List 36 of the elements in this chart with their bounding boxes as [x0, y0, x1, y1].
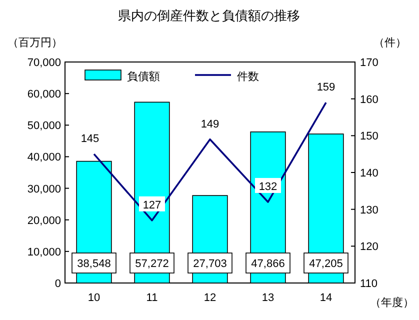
y-tick-label: 30,000	[27, 183, 61, 196]
y2-axis-title: （件）	[374, 37, 406, 49]
y-tick-label: 0	[54, 278, 61, 290]
y2-tick-label: 120	[360, 241, 378, 254]
data-label: 149	[200, 118, 220, 130]
data-label: 57,272	[135, 258, 169, 270]
y2-tick-label: 150	[360, 130, 378, 143]
data-label: 38,548	[77, 258, 111, 270]
y2-tick-label: 170	[360, 57, 378, 69]
y2-tick-label: 110	[360, 278, 378, 290]
data-label: 47,205	[309, 258, 343, 270]
y-tick-label: 40,000	[27, 152, 61, 164]
y-tick-label: 70,000	[27, 57, 61, 69]
chart-title: 県内の倒産件数と負債額の推移	[118, 8, 300, 23]
y-tick-label: 50,000	[27, 120, 61, 132]
x-axis-title: （年度）	[370, 296, 414, 309]
x-tick-label: 13	[262, 292, 274, 304]
y-tick-label: 10,000	[27, 246, 61, 258]
legend-label: 負債額	[127, 70, 160, 83]
data-label: 127	[142, 199, 162, 212]
data-label: 132	[258, 180, 278, 193]
x-tick-label: 10	[88, 292, 100, 304]
y2-tick-label: 160	[360, 94, 378, 106]
x-tick-label: 14	[320, 292, 332, 304]
data-label: 27,703	[193, 258, 227, 270]
data-label: 159	[316, 82, 336, 94]
y-tick-label: 20,000	[27, 214, 61, 227]
x-tick-label: 12	[204, 292, 216, 304]
y2-tick-label: 140	[360, 168, 378, 180]
legend-label: 件数	[237, 71, 259, 83]
y-tick-label: 60,000	[27, 88, 61, 101]
data-label: 145	[80, 133, 100, 146]
x-tick-label: 11	[146, 292, 158, 304]
y2-tick-label: 130	[360, 204, 378, 216]
y-axis-title: （百万円）	[8, 37, 62, 49]
data-label: 47,866	[251, 258, 285, 270]
